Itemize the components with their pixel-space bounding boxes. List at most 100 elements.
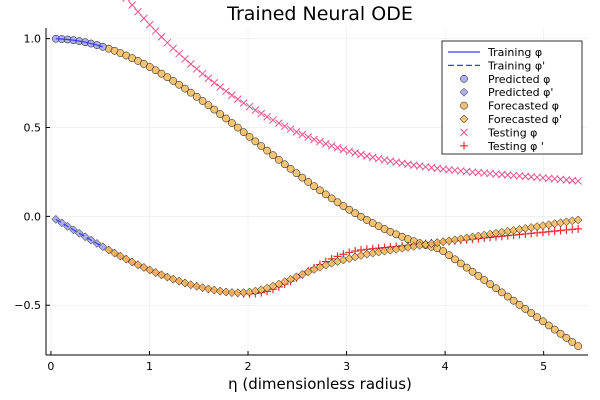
data-point [486,280,494,288]
data-point [486,169,494,178]
data-point [456,259,465,268]
data-point [363,216,371,224]
data-point [345,205,354,214]
data-point [269,151,277,160]
data-point [574,224,583,233]
y-tick-label: 0.0 [24,210,42,223]
data-point [122,0,131,2]
data-point [544,321,553,330]
data-point [521,305,530,313]
data-point [145,63,154,71]
data-point [151,27,160,35]
data-point [357,150,365,159]
data-point [257,109,266,118]
data-point [169,77,178,85]
data-point [509,296,518,305]
data-point [574,342,582,350]
data-point [175,80,183,89]
data-point [286,164,295,173]
data-point [209,285,219,295]
data-point [216,110,225,118]
data-point [292,169,301,178]
series-0 [55,38,103,48]
x-tick-label: 2 [245,360,252,373]
data-point [286,125,295,133]
data-point [374,154,383,163]
data-point [140,60,148,68]
data-point [333,143,342,152]
data-point [104,245,114,255]
legend-label: Training φ [487,46,542,59]
data-point [186,60,195,68]
data-point [509,171,518,180]
data-point [127,257,137,267]
legend-label: Testing φ [487,126,537,139]
data-point [221,287,231,297]
data-point [134,7,142,16]
data-point [351,149,359,157]
data-point [503,292,512,301]
x-tick-label: 3 [343,360,350,373]
data-point [133,260,143,270]
data-point [333,198,342,207]
data-point [539,317,547,326]
data-point [151,66,160,75]
legend-label: Testing φ ' [487,140,544,153]
data-point [321,190,330,199]
data-point [515,172,524,180]
data-point [198,69,207,78]
x-ticks: 0 1 2 3 4 5 [47,360,547,373]
data-point [210,78,219,87]
data-point [204,284,213,294]
data-point [304,178,313,186]
data-point [498,170,506,179]
data-point [316,137,324,146]
data-point [227,288,237,297]
data-point [468,267,477,276]
data-point [233,123,242,132]
data-point [351,209,359,218]
data-point [128,1,136,9]
data-point [462,263,471,272]
y-tick-label: 1.0 [24,33,42,46]
data-point [181,84,189,93]
data-point [257,142,266,150]
data-point [228,91,236,100]
data-point [233,95,242,103]
data-point [304,133,313,141]
series-line [55,38,103,48]
data-point [521,172,530,181]
axes [45,28,588,356]
data-point [198,97,207,105]
data-point [527,172,536,181]
chart-title: Trained Neural ODE [226,3,413,25]
x-tick-label: 0 [47,360,54,373]
data-point [480,276,489,284]
data-point [445,251,453,260]
data-point [498,288,506,297]
data-point [204,74,213,83]
legend-label: Training φ' [487,59,545,72]
data-point [292,272,301,282]
series-4 [104,44,582,350]
data-point [380,156,389,164]
data-point [573,215,583,225]
data-point [310,182,318,191]
data-point [368,153,377,162]
x-axis-label: η (dimensionless radius) [228,375,412,393]
data-point [140,14,148,23]
data-point [98,42,107,51]
data-point [251,106,260,114]
legend-label: Forecasted φ [488,100,559,113]
data-point [239,128,248,137]
data-point [228,119,236,127]
data-point [298,173,307,182]
data-point [515,300,524,309]
data-point [269,116,277,124]
x-tick-label: 4 [442,360,449,373]
series-6 [122,0,582,185]
data-point [215,286,225,296]
data-point [474,272,483,280]
legend-box [441,40,583,155]
data-point [239,99,248,107]
